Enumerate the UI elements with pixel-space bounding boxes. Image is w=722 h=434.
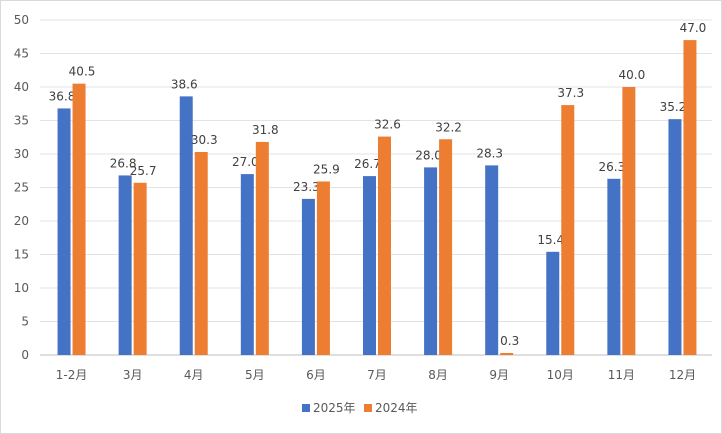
bar-2025 xyxy=(118,175,132,355)
y-tick-label: 25 xyxy=(14,181,29,195)
data-label-2025: 28.3 xyxy=(476,146,503,160)
data-label-2025: 28.0 xyxy=(415,148,442,162)
data-label-2024: 25.7 xyxy=(130,164,157,178)
x-tick-label: 9月 xyxy=(489,368,509,382)
bar-2025 xyxy=(668,119,682,355)
x-tick-label: 12月 xyxy=(669,368,696,382)
data-label-2024: 32.6 xyxy=(374,118,401,132)
x-tick-label: 6月 xyxy=(306,368,326,382)
data-label-2025: 26.7 xyxy=(354,157,381,171)
bar-2025 xyxy=(546,251,560,355)
bar-2024 xyxy=(439,139,453,355)
bar-2025 xyxy=(240,174,254,355)
y-tick-label: 30 xyxy=(14,147,29,161)
legend-swatch-2025 xyxy=(302,404,310,412)
data-label-2025: 36.8 xyxy=(49,89,76,103)
bar-2024 xyxy=(378,136,391,355)
data-label-2025: 27.0 xyxy=(232,155,259,169)
y-tick-label: 0 xyxy=(21,348,29,362)
legend-label-2025: 2025年 xyxy=(313,401,356,415)
x-tick-label: 8月 xyxy=(428,368,448,382)
data-label-2024: 31.8 xyxy=(252,123,279,137)
x-tick-label: 5月 xyxy=(245,368,265,382)
legend-label-2024: 2024年 xyxy=(375,401,418,415)
legend-swatch-2024 xyxy=(364,404,372,412)
data-label-2024: 47.0 xyxy=(680,21,707,35)
data-label-2025: 23.3 xyxy=(293,180,320,194)
x-tick-label: 4月 xyxy=(184,368,204,382)
y-tick-label: 5 xyxy=(21,315,29,329)
bar-2025 xyxy=(301,198,315,355)
bar-2024 xyxy=(255,141,269,355)
y-tick-label: 10 xyxy=(14,281,29,295)
bar-2025 xyxy=(607,178,621,355)
bar-2024 xyxy=(72,83,86,356)
x-tick-label: 7月 xyxy=(367,368,387,382)
y-tick-label: 20 xyxy=(14,214,29,228)
bar-2024 xyxy=(133,182,147,355)
bar-2025 xyxy=(363,176,376,355)
x-tick-label: 1-2月 xyxy=(56,368,88,382)
data-label-2024: 25.9 xyxy=(313,162,340,176)
x-tick-label: 3月 xyxy=(123,368,143,382)
data-label-2024: 40.5 xyxy=(69,65,96,79)
data-label-2024: 37.3 xyxy=(557,86,584,100)
data-label-2024: 32.2 xyxy=(435,120,462,134)
data-label-2025: 15.4 xyxy=(537,233,564,247)
bar-2025 xyxy=(424,167,438,355)
bar-2025 xyxy=(57,108,71,355)
data-label-2025: 26.8 xyxy=(110,156,137,170)
y-tick-label: 35 xyxy=(14,114,29,128)
data-label-2025: 38.6 xyxy=(171,77,198,91)
data-label-2025: 35.2 xyxy=(660,100,687,114)
bar-2024 xyxy=(683,40,697,355)
y-tick-label: 15 xyxy=(14,248,29,262)
x-tick-label: 10月 xyxy=(547,368,574,382)
bar-2024 xyxy=(500,352,514,355)
bar-2024 xyxy=(561,105,575,355)
y-tick-label: 45 xyxy=(14,47,29,61)
data-label-2025: 26.3 xyxy=(599,160,626,174)
bar-2024 xyxy=(622,87,636,355)
bar-2025 xyxy=(485,165,499,355)
data-label-2024: 0.3 xyxy=(500,334,519,348)
x-tick-label: 11月 xyxy=(608,368,635,382)
y-tick-label: 50 xyxy=(14,13,29,27)
y-tick-label: 40 xyxy=(14,80,29,94)
data-label-2024: 30.3 xyxy=(191,133,218,147)
data-label-2024: 40.0 xyxy=(619,68,646,82)
bar-2024 xyxy=(194,151,208,355)
bar-2024 xyxy=(316,181,330,355)
bar-2025 xyxy=(179,96,193,355)
